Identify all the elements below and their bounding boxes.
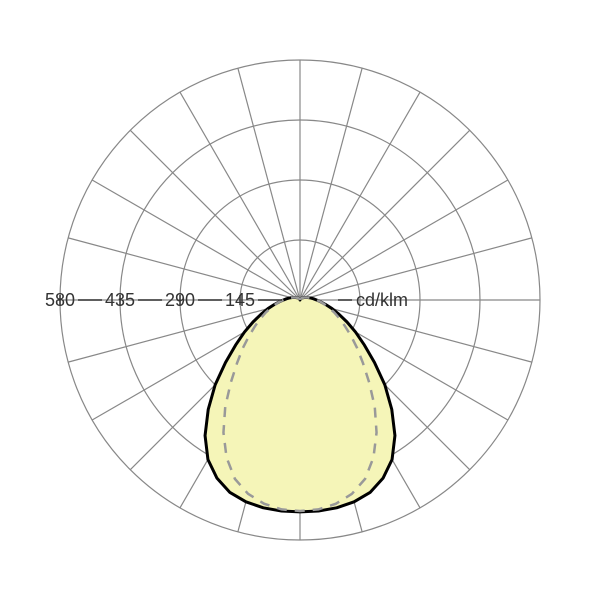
axis-label-435: 435 — [105, 290, 135, 310]
grid-ray — [300, 180, 508, 300]
grid-ray — [300, 130, 470, 300]
grid-ray — [92, 180, 300, 300]
grid-ray — [238, 68, 300, 300]
grid-ray — [180, 92, 300, 300]
polar-chart-svg: 580435290145cd/klm — [0, 0, 600, 600]
axis-label-290: 290 — [165, 290, 195, 310]
grid-ray — [300, 68, 362, 300]
unit-label: cd/klm — [356, 290, 408, 310]
c0-plane-curve — [205, 297, 395, 511]
polar-chart-container: 580435290145cd/klm — [0, 0, 600, 600]
axis-label-145: 145 — [225, 290, 255, 310]
grid-ray — [130, 130, 300, 300]
grid-ray — [300, 92, 420, 300]
grid-ray — [300, 238, 532, 300]
